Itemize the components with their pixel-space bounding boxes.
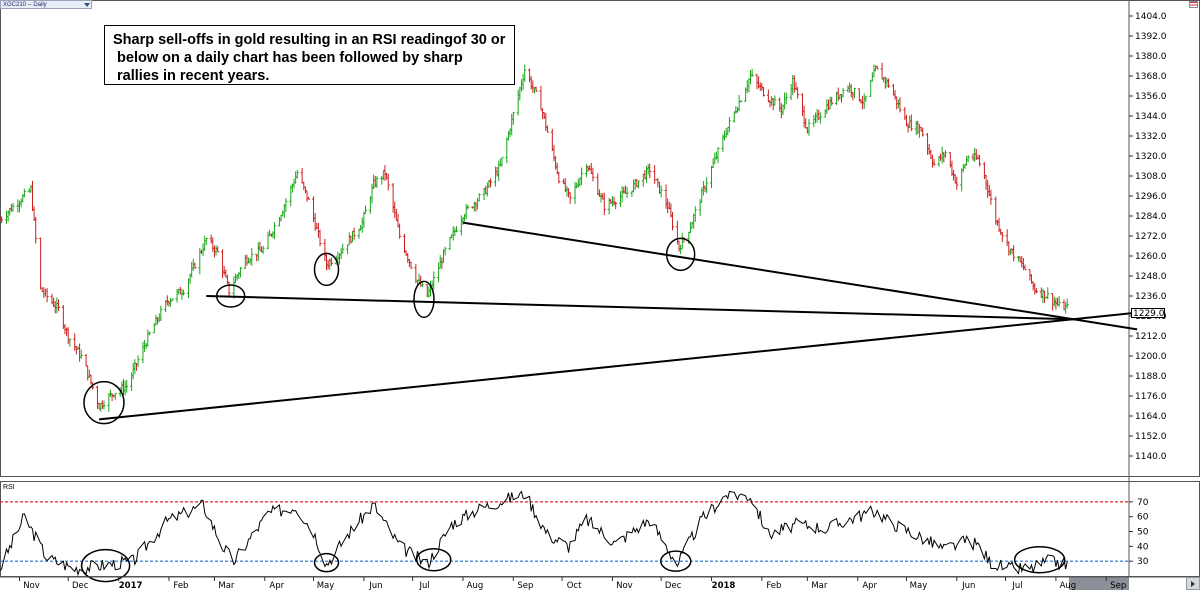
rsi-highlight-circle: [660, 550, 692, 572]
y-tick-label: 1368.0: [1135, 72, 1167, 82]
x-tick-label: Jul: [418, 581, 429, 590]
trendline: [98, 311, 1138, 421]
x-tick-label: Mar: [218, 581, 235, 590]
x-tick-label: Jul: [1011, 581, 1022, 590]
price-panel: 1140.0 1152.0 1164.0 1176.0 1188.0 1200.0 1212…: [0, 0, 1200, 577]
x-tick-label: Dec: [665, 581, 682, 590]
x-tick-label: May: [317, 581, 335, 590]
x-tick-label: Aug: [467, 581, 484, 590]
scroll-right-button[interactable]: [1186, 577, 1200, 590]
highlight-circle: [313, 252, 340, 287]
y-tick-label: 1356.0: [1135, 92, 1167, 102]
highlight-circle: [665, 237, 696, 272]
y-tick-label: 1320.0: [1135, 152, 1167, 162]
y-tick-label: 1212.0: [1135, 332, 1167, 342]
x-tick-label: Nov: [616, 581, 633, 590]
highlight-circle: [83, 380, 125, 425]
rsi-highlight-circle: [80, 548, 131, 583]
x-tick-label: Sep: [517, 581, 533, 590]
rsi-y-tick-label: 50: [1137, 528, 1149, 538]
symbol-select[interactable]: XGC210 -- Daily: [0, 0, 92, 9]
x-tick-label: 2017: [119, 581, 143, 590]
trendline: [462, 221, 1138, 331]
rsi-panel-frame: [0, 481, 1200, 577]
x-tick-label: Apr: [269, 581, 284, 590]
rsi-y-tick-label: 60: [1137, 513, 1149, 523]
rsi-panel: 30 40 50 60 70: [0, 481, 1200, 583]
y-tick-label: 1392.0: [1135, 32, 1167, 42]
rsi-line: [0, 490, 1068, 577]
symbol-label: XGC210 -- Daily: [3, 2, 47, 8]
x-tick-label: Jun: [961, 581, 975, 590]
annotation-line: below on a daily chart has been followed…: [113, 50, 463, 66]
rsi-highlight-circle: [415, 547, 452, 572]
y-tick-label: 1344.0: [1135, 112, 1167, 122]
chevron-down-icon: [84, 3, 90, 7]
x-tick-label: Apr: [862, 581, 877, 590]
flag-icon[interactable]: [1189, 1, 1198, 8]
annotation-line: Sharp sell-offs in gold resulting in an …: [113, 32, 506, 48]
rsi-label: RSI: [3, 484, 15, 491]
future-area: [1068, 577, 1129, 590]
x-tick-label: Sep: [1110, 581, 1126, 590]
y-tick-label: 1140.0: [1135, 452, 1167, 462]
highlight-circle: [215, 284, 246, 308]
y-tick-label: 1404.0: [1135, 12, 1167, 22]
x-tick-label: 2018: [712, 581, 736, 590]
y-tick-label: 1296.0: [1135, 192, 1167, 202]
rsi-highlight-circle: [1013, 545, 1066, 574]
x-tick-label: Aug: [1060, 581, 1077, 590]
rsi-y-tick-label: 40: [1137, 542, 1149, 552]
y-tick-label: 1152.0: [1135, 432, 1167, 442]
y-tick-label: 1284.0: [1135, 212, 1167, 222]
annotation-line: rallies in recent years.: [113, 68, 270, 84]
x-tick-label: May: [910, 581, 928, 590]
rsi-y-tick-label: 70: [1137, 498, 1149, 508]
x-tick-label: Feb: [766, 581, 781, 590]
y-tick-label: 1332.0: [1135, 132, 1167, 142]
y-tick-label: 1200.0: [1135, 352, 1167, 362]
x-tick-label: Nov: [23, 581, 40, 590]
rsi-y-tick-label: 30: [1137, 557, 1149, 567]
y-tick-label: 1236.0: [1135, 292, 1167, 302]
y-tick-label: 1164.0: [1135, 412, 1167, 422]
y-tick-label: 1308.0: [1135, 172, 1167, 182]
last-price-badge: 1229.0: [1131, 308, 1165, 319]
rsi-highlight-circle: [313, 552, 340, 573]
x-tick-label: Feb: [173, 581, 188, 590]
x-tick-label: Jun: [368, 581, 382, 590]
y-tick-label: 1380.0: [1135, 52, 1167, 62]
y-tick-label: 1248.0: [1135, 272, 1167, 282]
time-axis: Nov Dec 2017 Feb Mar Apr May Jun Jul Aug Sep Oct Nov…: [0, 576, 1200, 590]
highlight-circle: [413, 280, 435, 319]
x-tick-label: Oct: [567, 581, 582, 590]
y-tick-label: 1176.0: [1135, 392, 1167, 402]
x-tick-label: Dec: [72, 581, 89, 590]
trendline: [206, 295, 1078, 321]
y-tick-label: 1188.0: [1135, 372, 1167, 382]
y-tick-label: 1260.0: [1135, 252, 1167, 262]
annotation-box: Sharp sell-offs in gold resulting in an …: [104, 25, 515, 85]
x-tick-label: Mar: [811, 581, 828, 590]
y-tick-label: 1272.0: [1135, 232, 1167, 242]
